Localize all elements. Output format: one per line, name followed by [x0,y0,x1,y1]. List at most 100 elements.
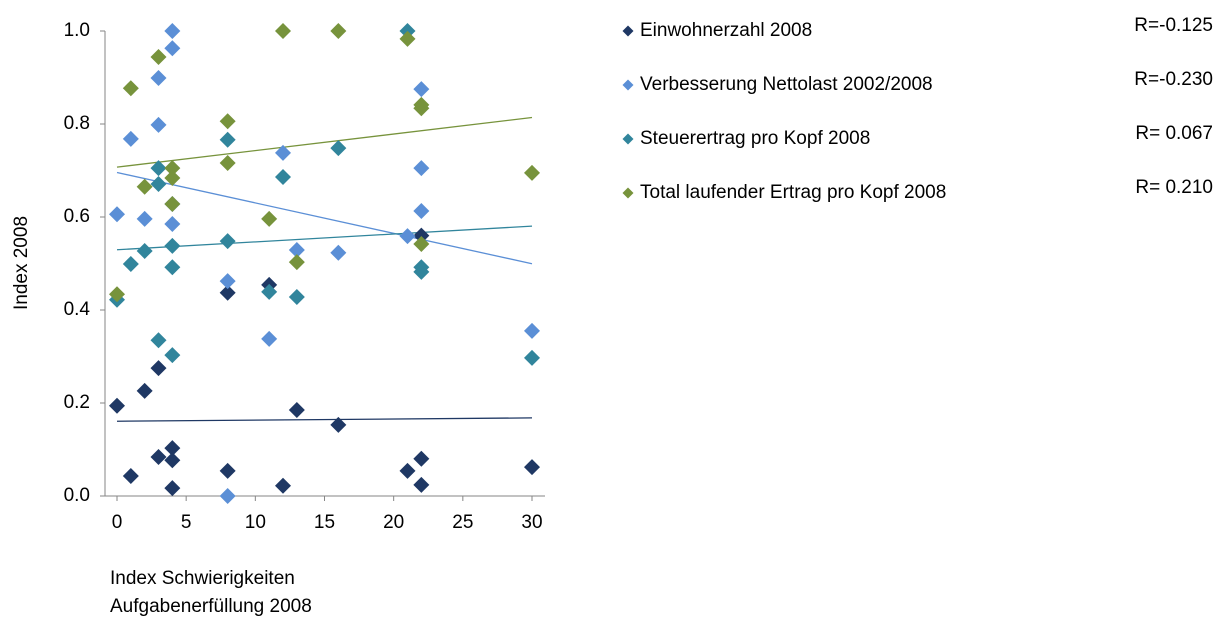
trendline [116,171,533,265]
point [288,288,305,305]
point [164,23,181,39]
r-label: R=-0.125 [1134,15,1213,36]
point [261,210,278,227]
point [219,233,236,250]
point [275,169,291,186]
point [261,330,278,347]
legend-marker [622,187,634,199]
y-axis-title: Index 2008 [11,216,32,310]
point [413,450,430,467]
point [109,397,125,414]
legend-label: Einwohnerzahl 2008 [640,20,812,41]
x-tick-label: 10 [245,512,266,533]
point [164,169,181,186]
point [288,401,305,418]
point [164,347,181,364]
legend-marker [622,25,634,37]
point [413,476,430,493]
x-tick-label: 15 [314,512,335,533]
point [275,477,291,494]
trendline [116,225,533,251]
point [164,259,181,276]
x-tick-label: 0 [112,512,123,533]
trendline [116,417,533,422]
point [413,263,430,280]
y-tick-label: 0.8 [64,113,90,134]
point [150,116,167,133]
y-tick-label: 0.2 [64,392,90,413]
point [150,448,167,465]
r-label: R=-0.230 [1134,69,1213,90]
point [413,235,430,252]
point [150,175,167,192]
x-tick-label: 30 [521,512,542,533]
point [330,416,347,433]
y-tick-label: 0.6 [64,206,90,227]
y-tick-label: 0.4 [64,299,91,320]
y-tick-label: 1.0 [64,20,90,41]
y-tick-label: 0.0 [64,485,90,506]
point [288,254,305,271]
point [164,452,181,469]
point [164,237,181,254]
point [219,131,236,148]
point [109,206,125,223]
point [413,202,430,219]
legend-label: Total laufender Ertrag pro Kopf 2008 [640,182,946,203]
point [150,69,167,86]
point [288,242,305,259]
point [164,440,181,457]
x-axis-title: Aufgabenerfüllung 2008 [110,596,312,617]
point [109,286,125,303]
point [150,160,167,177]
legend-marker [622,133,634,145]
point [136,210,153,227]
point [399,30,416,47]
point [219,155,236,172]
point [164,160,181,177]
point [524,322,540,339]
point [122,468,139,485]
r-label: R= 0.210 [1135,177,1213,198]
point [413,81,430,98]
point [330,140,347,157]
point [150,49,167,66]
point [122,255,139,272]
point [219,462,236,479]
point [399,228,416,245]
point [150,332,167,349]
legend-label: Steuerertrag pro Kopf 2008 [640,128,870,149]
point [136,382,153,399]
x-tick-label: 25 [452,512,473,533]
x-tick-label: 20 [383,512,404,533]
point [524,164,540,181]
point [413,227,430,244]
x-tick-label: 5 [181,512,192,533]
trendline [116,116,533,168]
point [122,80,139,97]
legend-marker [622,79,634,91]
point [164,215,181,232]
point [330,244,347,261]
point [413,160,430,177]
point [164,195,181,212]
point [150,360,167,377]
point [413,100,430,117]
point [399,462,416,479]
point [164,480,181,497]
r-label: R= 0.067 [1135,123,1213,144]
legend-label: Verbesserung Nettolast 2002/2008 [640,74,933,95]
point [330,23,347,39]
x-axis-title: Index Schwierigkeiten [110,568,295,589]
point [219,284,236,301]
point [524,349,540,366]
point [122,130,139,147]
point [219,113,236,130]
point [136,242,153,259]
point [275,144,291,161]
point [275,23,291,39]
point [136,178,153,195]
point [219,273,236,290]
point [164,40,181,57]
